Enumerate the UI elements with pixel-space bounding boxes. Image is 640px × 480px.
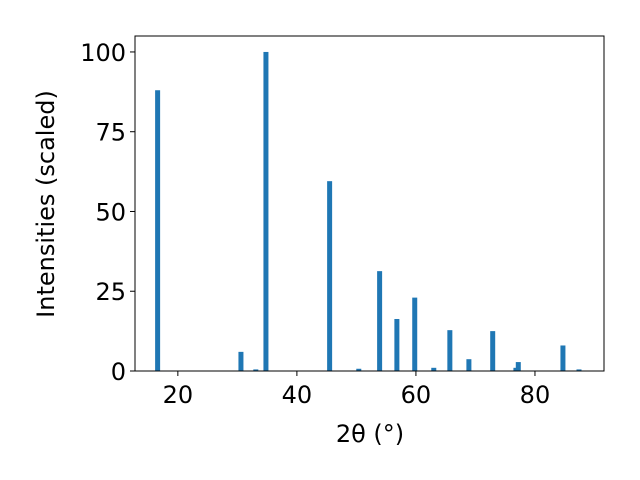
y-tick-label: 75 [95,119,126,147]
x-tick-label: 40 [282,381,313,409]
bar [377,271,383,371]
bar [356,368,362,371]
x-tick-label: 20 [163,381,194,409]
bar [560,345,566,371]
bar [394,318,400,371]
y-tick-label: 0 [111,358,126,386]
y-tick-label: 100 [80,39,126,67]
y-tick-label: 50 [95,198,126,226]
y-axis-label: Intensities (scaled) [32,90,60,318]
bar [576,369,582,371]
x-tick-label: 60 [401,381,432,409]
bar [155,90,161,371]
bar [466,359,472,371]
x-tick-label: 80 [520,381,551,409]
bar [253,369,259,371]
plot-frame [134,35,605,372]
bar [490,331,496,371]
x-axis-label: 2θ (°) [336,420,404,448]
bar [238,351,244,371]
bar [327,181,333,371]
bar [263,51,269,371]
bar [431,367,437,371]
bar [515,362,521,371]
y-tick-label: 25 [95,278,126,306]
bar [412,297,418,371]
bar [447,330,453,371]
